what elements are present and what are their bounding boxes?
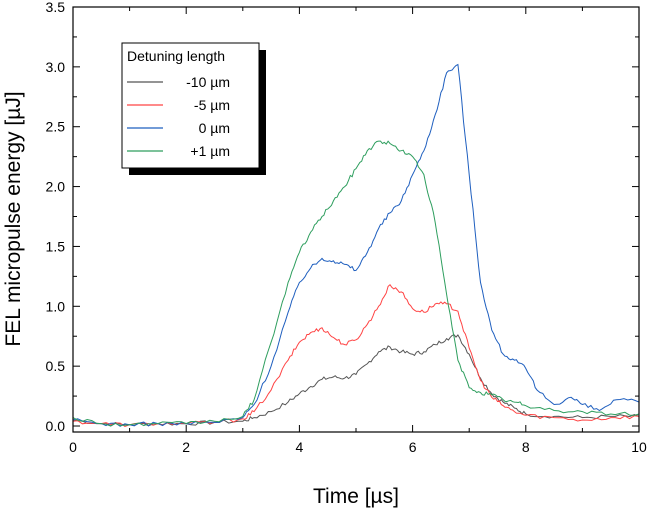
x-tick-label: 8 xyxy=(522,439,530,455)
x-tick-label: 4 xyxy=(296,439,304,455)
y-tick-label: 1.0 xyxy=(46,298,66,314)
legend-title: Detuning length xyxy=(127,48,225,64)
axes-group: 0 2 4 6 8 10 0.0 0.5 1.0 1.5 2.0 2.5 3.0 3.5 xyxy=(46,0,647,455)
x-axis-title: Time [µs] xyxy=(313,485,399,508)
y-tick-label: 3.0 xyxy=(46,59,66,75)
legend-label-4: +1 µm xyxy=(190,143,230,159)
legend-label-1: -10 µm xyxy=(186,74,230,90)
y-tick-label: 0.5 xyxy=(46,358,66,374)
series-line-2 xyxy=(72,283,640,428)
y-tick-label: 3.5 xyxy=(46,0,66,15)
y-tick-label: 1.5 xyxy=(46,238,66,254)
series-line-1 xyxy=(72,334,640,427)
y-tick-label: 2.5 xyxy=(46,119,66,135)
legend: Detuning length -10 µm -5 µm 0 µm +1 µm xyxy=(121,42,266,175)
series-line-3 xyxy=(72,63,640,427)
x-tick-label: 6 xyxy=(409,439,417,455)
series-line-4 xyxy=(72,140,640,427)
x-tick-label: 2 xyxy=(182,439,190,455)
legend-label-2: -5 µm xyxy=(194,97,230,113)
y-tick-label: 2.0 xyxy=(46,179,66,195)
y-axis-title: FEL micropulse energy [µJ] xyxy=(2,91,25,346)
x-tick-label: 10 xyxy=(631,439,647,455)
series-group xyxy=(72,63,640,428)
y-tick-label: 0.0 xyxy=(46,418,66,434)
legend-label-3: 0 µm xyxy=(199,120,230,136)
x-tick-label: 0 xyxy=(69,439,77,455)
